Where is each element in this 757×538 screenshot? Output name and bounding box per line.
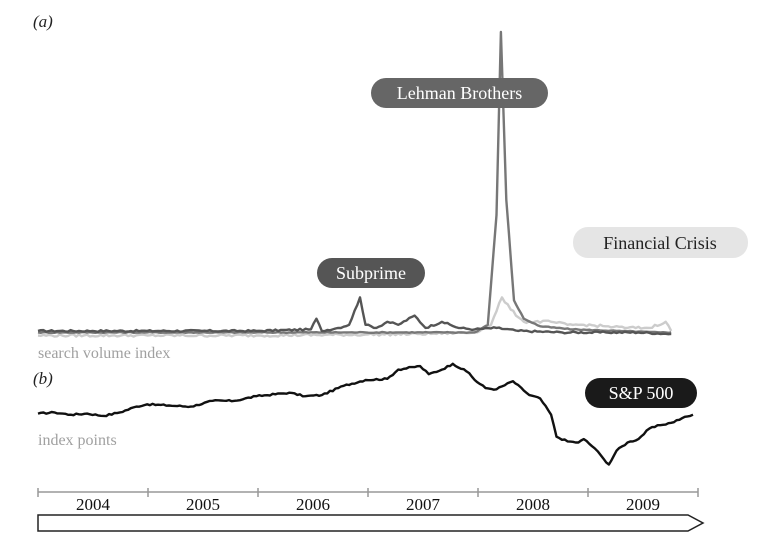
timeline-year-label-2006: 2006 [296,495,330,514]
panel-b-plot [37,362,694,466]
annotation-financial-crisis-text: Financial Crisis [603,233,717,253]
timeline-year-label-2007: 2007 [406,495,441,514]
annotation-sp500-text: S&P 500 [609,383,674,403]
series-lehman-brothers-line [37,30,672,335]
timeline-arrow [37,514,705,532]
annotation-lehman-brothers-text: Lehman Brothers [397,83,522,103]
series-s-p-500-line [37,362,694,466]
panel-a-y-axis-label: search volume index [38,345,170,362]
timeline-axis: 2004 2005 2006 2007 2008 2009 [37,488,705,532]
timeline-year-label-2005: 2005 [186,495,220,514]
series-subprime-line [37,296,672,336]
timeline-year-label-2009: 2009 [626,495,660,514]
series-financial-crisis-line [37,296,673,338]
annotation-subprime: Subprime [317,258,425,288]
annotation-financial-crisis: Financial Crisis [573,227,748,258]
panel-a-label: (a) [33,12,53,31]
panel-a-plot [37,30,673,338]
annotation-lehman-brothers: Lehman Brothers [371,78,548,108]
timeline-year-label-2004: 2004 [76,495,111,514]
timeline-year-label-2008: 2008 [516,495,550,514]
panel-b-label: (b) [33,369,53,388]
annotation-sp500: S&P 500 [585,378,697,408]
panel-b-y-axis-label: index points [38,432,117,449]
annotation-subprime-text: Subprime [336,263,406,283]
